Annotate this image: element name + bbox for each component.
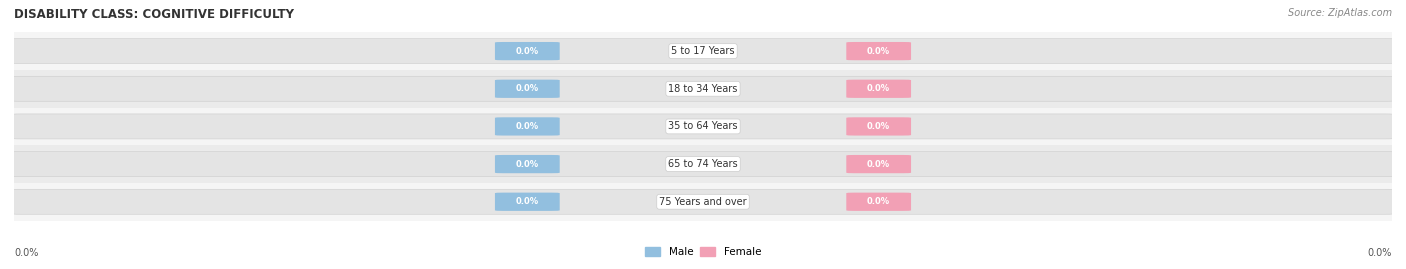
Text: 0.0%: 0.0% xyxy=(1368,248,1392,258)
Text: 65 to 74 Years: 65 to 74 Years xyxy=(668,159,738,169)
FancyBboxPatch shape xyxy=(846,42,911,60)
FancyBboxPatch shape xyxy=(11,39,1395,63)
Text: 0.0%: 0.0% xyxy=(868,160,890,169)
FancyBboxPatch shape xyxy=(495,42,560,60)
FancyBboxPatch shape xyxy=(11,76,1395,101)
FancyBboxPatch shape xyxy=(495,155,560,173)
Bar xyxy=(14,145,1392,183)
FancyBboxPatch shape xyxy=(11,152,1395,176)
Text: 0.0%: 0.0% xyxy=(516,197,538,206)
Text: DISABILITY CLASS: COGNITIVE DIFFICULTY: DISABILITY CLASS: COGNITIVE DIFFICULTY xyxy=(14,8,294,21)
FancyBboxPatch shape xyxy=(11,114,1395,139)
Text: 0.0%: 0.0% xyxy=(516,84,538,93)
FancyBboxPatch shape xyxy=(11,189,1395,214)
Bar xyxy=(14,183,1392,221)
Bar xyxy=(14,32,1392,70)
Text: 0.0%: 0.0% xyxy=(14,248,38,258)
Bar xyxy=(14,70,1392,108)
FancyBboxPatch shape xyxy=(495,193,560,211)
FancyBboxPatch shape xyxy=(846,117,911,136)
Text: 5 to 17 Years: 5 to 17 Years xyxy=(671,46,735,56)
Text: 0.0%: 0.0% xyxy=(868,47,890,56)
Bar xyxy=(14,108,1392,145)
Text: 35 to 64 Years: 35 to 64 Years xyxy=(668,121,738,132)
Text: 75 Years and over: 75 Years and over xyxy=(659,197,747,207)
Legend: Male, Female: Male, Female xyxy=(645,247,761,257)
Text: 0.0%: 0.0% xyxy=(516,160,538,169)
FancyBboxPatch shape xyxy=(846,155,911,173)
FancyBboxPatch shape xyxy=(846,193,911,211)
FancyBboxPatch shape xyxy=(495,80,560,98)
Text: 18 to 34 Years: 18 to 34 Years xyxy=(668,84,738,94)
Text: 0.0%: 0.0% xyxy=(868,84,890,93)
Text: 0.0%: 0.0% xyxy=(516,122,538,131)
Text: 0.0%: 0.0% xyxy=(868,122,890,131)
Text: 0.0%: 0.0% xyxy=(868,197,890,206)
FancyBboxPatch shape xyxy=(846,80,911,98)
Text: Source: ZipAtlas.com: Source: ZipAtlas.com xyxy=(1288,8,1392,18)
Text: 0.0%: 0.0% xyxy=(516,47,538,56)
FancyBboxPatch shape xyxy=(495,117,560,136)
